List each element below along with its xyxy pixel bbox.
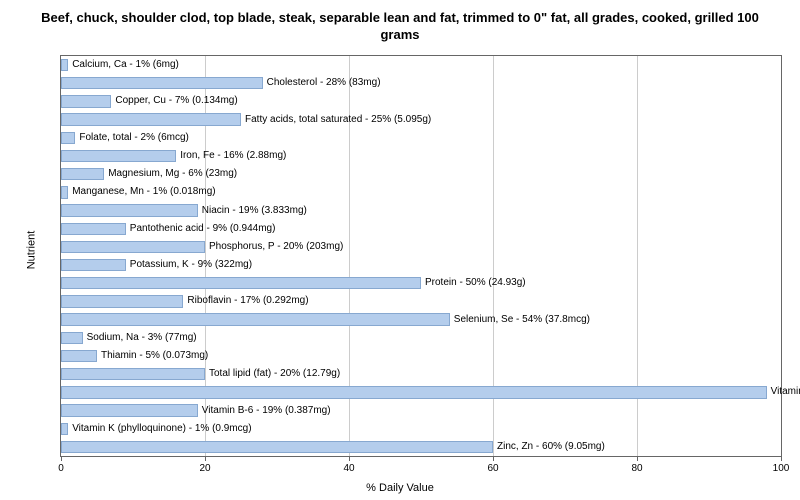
- nutrient-bar: [61, 77, 263, 89]
- nutrient-label: Vitamin K (phylloquinone) - 1% (0.9mcg): [72, 424, 251, 434]
- nutrient-bar: [61, 186, 68, 198]
- nutrient-label: Fatty acids, total saturated - 25% (5.09…: [245, 115, 431, 125]
- nutrient-label: Protein - 50% (24.93g): [425, 278, 526, 288]
- nutrient-bar: [61, 59, 68, 71]
- nutrient-label: Folate, total - 2% (6mcg): [79, 133, 188, 143]
- nutrient-bar: [61, 350, 97, 362]
- nutrient-bar: [61, 368, 205, 380]
- x-tick-label: 100: [773, 463, 790, 474]
- nutrient-label: Vitamin B-12 - 98% (5.89mcg): [771, 387, 800, 397]
- nutrient-bar: [61, 95, 111, 107]
- nutrient-bar: [61, 223, 126, 235]
- nutrient-bar: [61, 113, 241, 125]
- nutrient-label: Iron, Fe - 16% (2.88mg): [180, 151, 286, 161]
- x-tick: [637, 456, 638, 461]
- nutrient-label: Niacin - 19% (3.833mg): [202, 206, 307, 216]
- nutrient-label: Vitamin B-6 - 19% (0.387mg): [202, 406, 331, 416]
- nutrient-bar: [61, 204, 198, 216]
- nutrient-bar: [61, 168, 104, 180]
- x-tick: [61, 456, 62, 461]
- x-tick-label: 60: [487, 463, 498, 474]
- nutrient-bar: [61, 313, 450, 325]
- nutrient-bar: [61, 332, 83, 344]
- chart-title: Beef, chuck, shoulder clod, top blade, s…: [0, 0, 800, 49]
- nutrient-bar: [61, 150, 176, 162]
- nutrient-label: Manganese, Mn - 1% (0.018mg): [72, 187, 215, 197]
- nutrient-label: Riboflavin - 17% (0.292mg): [187, 296, 308, 306]
- nutrient-bar: [61, 423, 68, 435]
- nutrient-label: Potassium, K - 9% (322mg): [130, 260, 252, 270]
- nutrient-label: Pantothenic acid - 9% (0.944mg): [130, 224, 276, 234]
- nutrient-label: Calcium, Ca - 1% (6mg): [72, 60, 179, 70]
- x-tick-label: 80: [631, 463, 642, 474]
- nutrient-bar: [61, 259, 126, 271]
- x-tick: [781, 456, 782, 461]
- chart-container: Beef, chuck, shoulder clod, top blade, s…: [0, 0, 800, 500]
- nutrient-label: Magnesium, Mg - 6% (23mg): [108, 169, 237, 179]
- nutrient-bar: [61, 386, 767, 398]
- nutrient-label: Cholesterol - 28% (83mg): [267, 78, 381, 88]
- x-axis-title: % Daily Value: [366, 482, 434, 494]
- x-tick: [205, 456, 206, 461]
- nutrient-bar: [61, 241, 205, 253]
- x-tick: [493, 456, 494, 461]
- x-tick-label: 40: [343, 463, 354, 474]
- nutrient-label: Sodium, Na - 3% (77mg): [87, 333, 197, 343]
- nutrient-label: Copper, Cu - 7% (0.134mg): [115, 96, 237, 106]
- nutrient-label: Total lipid (fat) - 20% (12.79g): [209, 369, 340, 379]
- nutrient-bar: [61, 441, 493, 453]
- y-axis-title: Nutrient: [25, 231, 37, 270]
- nutrient-bar: [61, 277, 421, 289]
- plot-area: 020406080100Calcium, Ca - 1% (6mg)Choles…: [60, 55, 782, 457]
- x-tick: [349, 456, 350, 461]
- nutrient-bar: [61, 295, 183, 307]
- x-tick-label: 0: [58, 463, 64, 474]
- nutrient-label: Thiamin - 5% (0.073mg): [101, 351, 208, 361]
- nutrient-bar: [61, 132, 75, 144]
- nutrient-label: Zinc, Zn - 60% (9.05mg): [497, 442, 605, 452]
- x-tick-label: 20: [199, 463, 210, 474]
- nutrient-label: Phosphorus, P - 20% (203mg): [209, 242, 343, 252]
- nutrient-label: Selenium, Se - 54% (37.8mcg): [454, 315, 590, 325]
- nutrient-bar: [61, 404, 198, 416]
